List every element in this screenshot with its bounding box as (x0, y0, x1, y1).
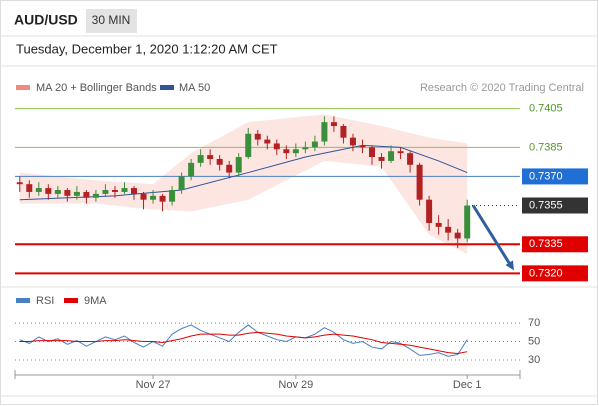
candle-body (26, 184, 33, 192)
legend-label: RSI (36, 295, 54, 307)
candle-body (102, 190, 109, 194)
candle-body (388, 151, 395, 161)
candle-body (378, 157, 385, 161)
x-tick-label: Dec 1 (453, 379, 482, 391)
legend-swatch (160, 85, 174, 90)
candle-body (426, 199, 433, 223)
candle-body (311, 141, 318, 148)
x-tick-label: Nov 29 (278, 379, 313, 391)
candle-body (178, 176, 185, 190)
credit: Research © 2020 Trading Central (420, 82, 584, 94)
symbol: AUD/USD (14, 12, 78, 28)
candle-body (321, 122, 328, 142)
candle-body (349, 137, 356, 146)
level-label: 0.7405 (529, 102, 563, 114)
rsi-tick-label: 30 (528, 354, 540, 366)
level-label: 0.7320 (529, 267, 563, 279)
level-label: 0.7355 (529, 199, 563, 211)
candle-body (121, 188, 128, 192)
candle-body (45, 188, 52, 194)
level-label-box (522, 197, 588, 214)
candle-body (54, 190, 61, 194)
candle-body (235, 157, 242, 173)
candle-body (330, 122, 337, 127)
legend-label: 9MA (84, 295, 107, 307)
rsi-line (19, 324, 468, 357)
candle-body (159, 195, 166, 202)
level-label: 0.7385 (529, 141, 563, 153)
legend-swatch (16, 85, 30, 90)
rsi-tick-label: 50 (528, 335, 540, 347)
level-label: 0.7335 (529, 238, 563, 250)
candle-body (273, 143, 280, 150)
candle-body (283, 149, 290, 154)
legend-swatch (16, 298, 30, 303)
candle-body (111, 190, 118, 192)
candle-body (407, 153, 414, 165)
candle-body (397, 151, 404, 154)
x-tick-label: Nov 27 (136, 379, 171, 391)
candle-body (254, 133, 261, 140)
candle-body (340, 126, 347, 138)
level-label-box (522, 265, 588, 282)
legend-label: MA 20 + Bollinger Bands (36, 82, 157, 94)
candle-body (16, 182, 23, 185)
candle-body (454, 232, 461, 239)
candle-body (140, 193, 147, 200)
legend-swatch (64, 298, 78, 303)
candle-body (131, 188, 137, 194)
level-label-box (522, 168, 588, 185)
candle-body (83, 191, 90, 198)
candle-body (302, 147, 309, 150)
bollinger-band (19, 114, 468, 254)
candle-body (226, 164, 233, 173)
interval: 30 MIN (92, 13, 131, 27)
candle-body (64, 190, 71, 196)
candle-body (197, 155, 204, 163)
candle-body (416, 164, 423, 200)
candle-body (245, 133, 252, 158)
candle-body (445, 226, 452, 233)
level-label-box (522, 236, 588, 253)
level-label: 0.7370 (529, 170, 563, 182)
interval-badge (86, 9, 137, 33)
rsi-tick-label: 70 (528, 317, 540, 329)
candle-body (150, 195, 157, 200)
candle-body (35, 188, 42, 192)
candle-body (73, 191, 80, 196)
candle-body (464, 205, 471, 239)
candle-body (435, 222, 442, 227)
candle-body (264, 139, 271, 144)
forecast-arrowhead (505, 260, 514, 271)
candle-body (359, 145, 366, 148)
ma50-line (19, 144, 468, 201)
rsi-line (19, 331, 468, 355)
legend-label: MA 50 (179, 82, 210, 94)
timestamp: Tuesday, December 1, 2020 1:12:20 AM CET (16, 41, 278, 56)
candle-body (369, 147, 375, 158)
candle-body (92, 193, 99, 198)
candle-body (216, 158, 223, 165)
candle-body (292, 149, 299, 154)
candle-body (207, 155, 214, 159)
candle-body (169, 190, 176, 202)
forecast-arrow (471, 204, 512, 266)
candle-body (188, 162, 195, 177)
